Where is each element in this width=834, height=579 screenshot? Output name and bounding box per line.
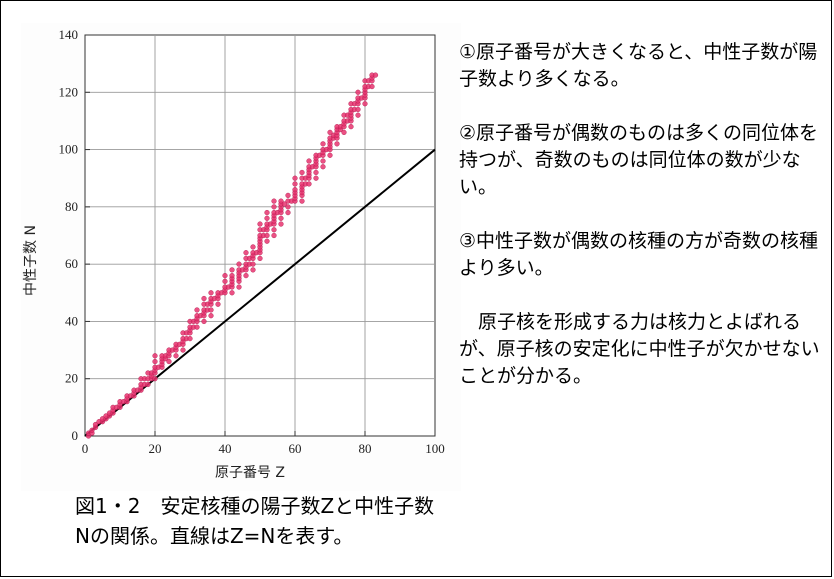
data-point [250, 267, 256, 273]
data-point [222, 278, 228, 284]
x-tick-label: 0 [82, 441, 89, 456]
data-point [215, 301, 221, 307]
data-point [278, 198, 284, 204]
figure-caption: 図1・2 安定核種の陽子数Zと中性子数Nの関係。直線はZ=Nを表す。 [75, 494, 435, 548]
y-tick-label: 60 [65, 256, 78, 271]
data-point [257, 255, 263, 262]
data-point [292, 187, 298, 193]
y-tick-label: 40 [65, 313, 78, 328]
data-point [278, 215, 284, 221]
y-tick-label: 20 [65, 371, 78, 386]
data-point [250, 244, 256, 250]
data-point [250, 261, 256, 267]
note-1: ①原子番号が大きくなると、中性子数が陽子数より多くなる。 [459, 41, 818, 90]
data-point [313, 175, 319, 181]
note-3: ③中性子数が偶数の核種の方が奇数の核種より多い。 [459, 230, 819, 279]
y-tick-label: 140 [59, 27, 79, 42]
data-point [201, 295, 207, 302]
y-axis-label: 中性子数 N [23, 225, 39, 296]
data-point [299, 198, 305, 204]
data-point [292, 175, 298, 181]
data-point [281, 201, 288, 207]
data-point [208, 290, 214, 296]
data-point [229, 267, 235, 273]
data-point [292, 181, 298, 187]
data-point [299, 169, 305, 176]
note-2: ②原子番号が偶数のものは多くの同位体を持つが、奇数のものは同位体の数が少ない。 [459, 122, 819, 198]
notes-panel: ①原子番号が大きくなると、中性子数が陽子数より多くなる。 ②原子番号が偶数のもの… [459, 39, 825, 390]
data-point [180, 347, 186, 353]
data-point [194, 324, 200, 330]
data-point [152, 358, 158, 365]
data-point [208, 307, 214, 313]
data-point [271, 204, 277, 210]
data-point [278, 221, 284, 227]
data-point [187, 336, 193, 342]
data-point [271, 232, 277, 239]
data-point [264, 232, 270, 239]
data-point [341, 129, 347, 135]
y-tick-label: 0 [72, 428, 79, 443]
y-tick-label: 80 [65, 199, 78, 214]
data-point [243, 273, 249, 279]
data-point [271, 198, 277, 204]
y-tick-label: 100 [59, 142, 79, 157]
data-point [369, 83, 375, 90]
data-point [355, 112, 361, 118]
data-point [257, 221, 263, 227]
data-point [320, 158, 326, 164]
data-point [320, 164, 326, 170]
data-point [271, 227, 277, 233]
data-point [173, 353, 179, 359]
data-point [166, 358, 172, 365]
data-point [327, 129, 333, 135]
data-point [306, 181, 312, 187]
plot-area: 0 20 40 60 80 100 0 20 40 60 80 100 120 140 原子番号 Z 中性子数… [21, 23, 461, 491]
data-point [92, 421, 99, 428]
note-4: 原子核を形成する力は核力とよばれるが、原子核の安定化に中性子が欠かせないことが分… [459, 311, 820, 387]
x-tick-label: 100 [425, 441, 445, 456]
data-point [348, 124, 354, 130]
x-tick-label: 20 [149, 441, 162, 456]
data-point [285, 192, 291, 199]
data-point [222, 273, 228, 279]
x-tick-label: 80 [359, 441, 372, 456]
data-point [152, 376, 158, 382]
x-tick-label: 40 [219, 441, 232, 456]
data-point [362, 101, 368, 107]
data-point [320, 141, 326, 147]
data-point [236, 284, 242, 290]
scatter-chart: 0 20 40 60 80 100 0 20 40 60 80 100 120 140 原子番号 Z 中性子数… [23, 27, 445, 481]
data-point [229, 290, 235, 296]
data-point [145, 381, 151, 388]
data-point [264, 209, 270, 216]
y-tick-label: 120 [59, 84, 79, 99]
data-point [194, 307, 200, 313]
data-point [89, 427, 95, 433]
data-point [334, 141, 340, 147]
x-axis-label: 原子番号 Z [215, 465, 285, 481]
data-point [236, 261, 242, 267]
data-point [264, 238, 270, 244]
data-point [285, 209, 291, 216]
data-point [201, 318, 207, 325]
data-point [264, 215, 270, 221]
data-point [306, 158, 312, 164]
data-point [208, 313, 214, 319]
data-point [355, 89, 361, 95]
data-point [229, 273, 235, 279]
data-point [243, 250, 249, 256]
x-tick-label: 60 [289, 441, 302, 456]
data-point [327, 152, 333, 158]
data-point [285, 204, 291, 210]
data-point [313, 169, 319, 176]
data-point [372, 72, 379, 78]
data-point [355, 106, 361, 113]
data-point [152, 353, 158, 359]
